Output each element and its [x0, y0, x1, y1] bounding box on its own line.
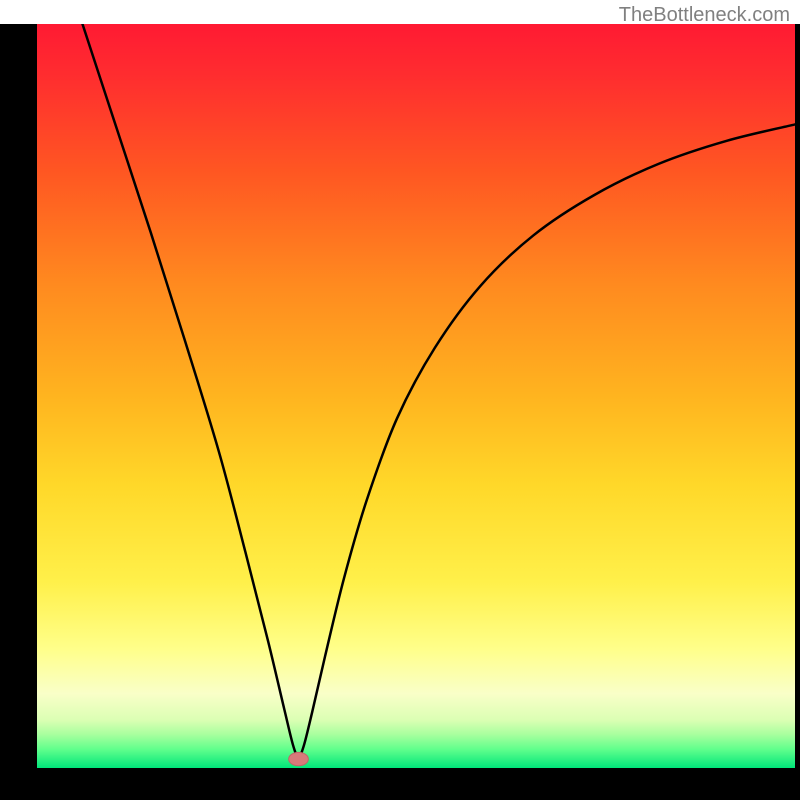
- plot-area: [37, 24, 795, 768]
- watermark-branding: TheBottleneck.com: [619, 4, 790, 27]
- chart-svg: [0, 0, 800, 800]
- minimum-marker: [289, 752, 309, 765]
- bottleneck-chart: TheBottleneck.com: [0, 0, 800, 800]
